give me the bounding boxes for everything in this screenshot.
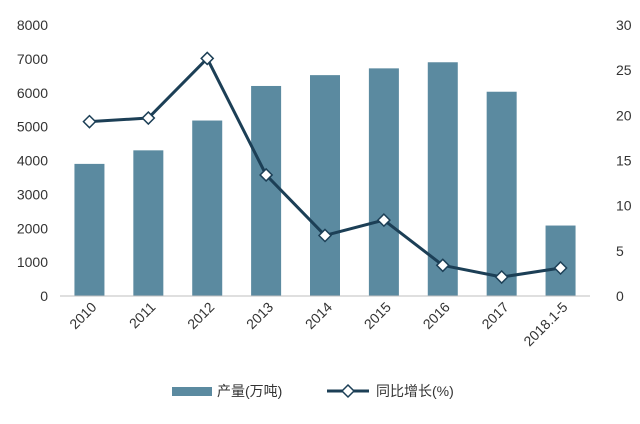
line-series [82,51,568,285]
bar-2012 [192,120,223,296]
y-left-tick-label: 2000 [17,220,48,236]
growth-marker-2014 [317,228,333,243]
y-left-tick-label: 3000 [17,186,48,202]
y-left-tick-label: 8000 [17,17,48,33]
bar-series [74,62,576,297]
y-right-tick-label: 0 [616,288,624,304]
growth-marker-2015 [376,213,391,228]
y-right-tick-label: 30 [616,17,632,33]
x-tick-label: 2011 [126,299,159,332]
legend: 产量(万吨) 同比增长(%) [172,383,454,399]
y-left-tick-label: 1000 [17,254,48,270]
y-right-tick-label: 5 [616,243,624,259]
x-tick-label: 2017 [478,299,511,332]
y-right-tick-label: 25 [616,62,632,78]
bar-2010 [74,163,105,296]
x-tick-label: 2016 [420,299,453,332]
bar-2011 [133,150,164,296]
y-right-tick-label: 15 [616,153,632,169]
bar-2014 [310,75,340,296]
growth-marker-2018.1-5 [553,260,568,276]
y-left-tick-label: 7000 [17,51,48,67]
y-right-tick-label: 20 [616,107,632,123]
bar-2018.1-5 [545,225,576,296]
bar-2013 [251,85,282,296]
x-tick-label: 2015 [361,299,394,332]
y-left-tick-label: 4000 [17,153,48,169]
y-right-tick-label: 10 [616,198,632,214]
y-left-tick-label: 6000 [17,85,48,101]
growth-marker-2010 [82,114,97,129]
growth-marker-2017 [494,269,509,285]
bar-2017 [486,91,517,296]
legend-line-label: 同比增长(%) [376,383,454,399]
x-tick-label: 2010 [66,299,99,332]
growth-marker-2016 [435,258,450,273]
bar-2015 [368,68,399,296]
y-left-tick-label: 0 [40,288,48,304]
y-left-tick-label: 5000 [17,119,48,135]
growth-marker-2013 [259,167,274,183]
legend-line-marker [340,383,356,399]
legend-bar-label: 产量(万吨) [217,383,282,399]
legend-bar-swatch [172,387,212,396]
x-tick-label: 2013 [243,299,276,332]
growth-marker-2012 [200,51,215,66]
x-tick-label: 2014 [302,299,335,332]
growth-marker-2011 [141,110,156,126]
x-tick-label: 2018.1-5 [520,299,571,350]
x-tick-label: 2012 [184,299,217,332]
